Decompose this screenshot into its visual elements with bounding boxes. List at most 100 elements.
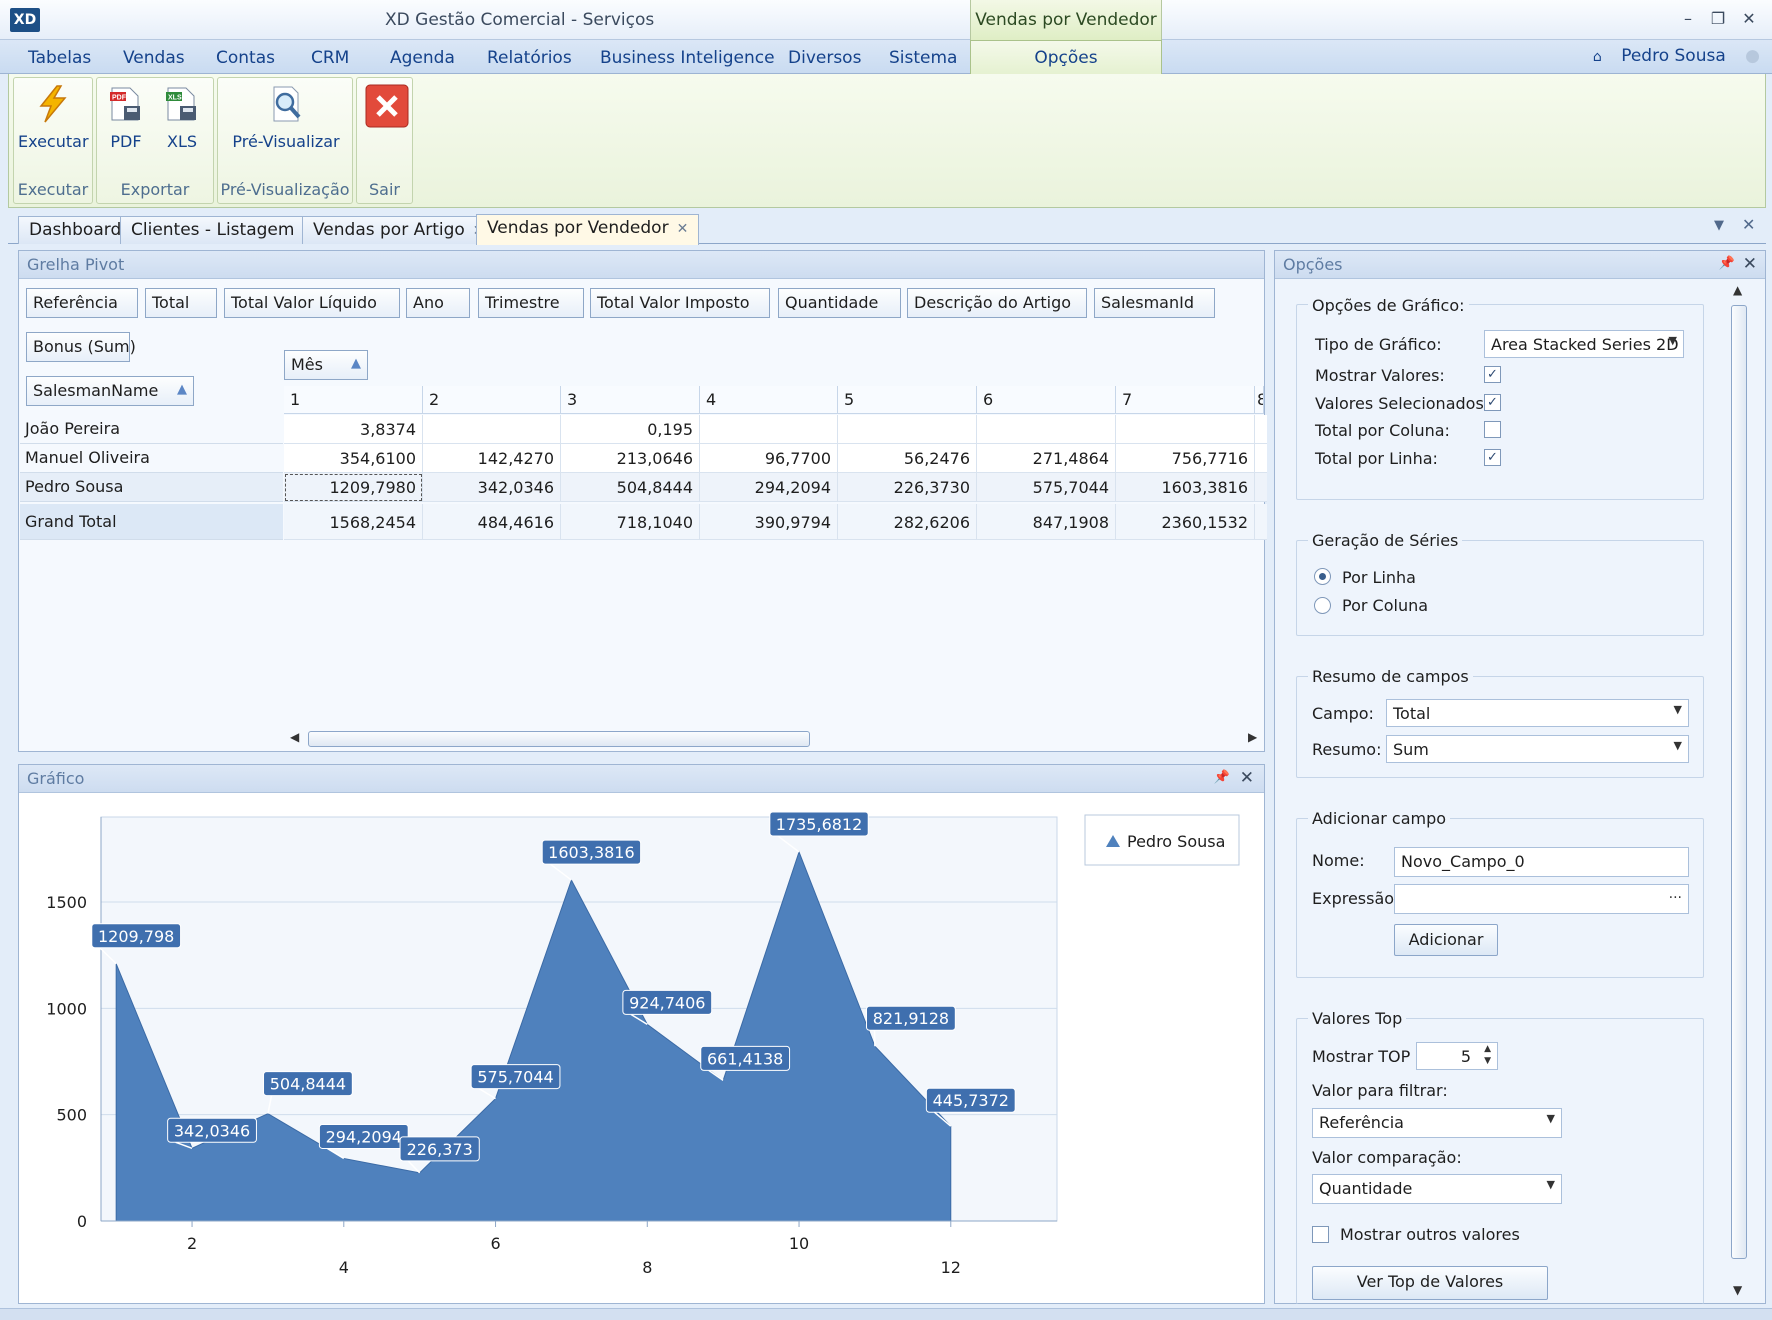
menu-opcoes[interactable]: Opções [970,40,1162,75]
pivot-cell[interactable]: 756,7716 [1116,444,1255,473]
pivot-cell[interactable]: 1603,3816 [1116,473,1255,502]
menu-business-inteligence[interactable]: Business Inteligence [600,48,775,68]
column-field-mes[interactable]: Mês ▲ [284,350,368,380]
expressao-input[interactable]: ··· [1394,884,1689,914]
pivot-cell[interactable]: 1209,7980 [284,473,423,502]
restore-icon[interactable]: ❐ [1710,9,1726,28]
total-por-coluna-checkbox[interactable] [1484,421,1501,438]
tab-vendas-por-artigo[interactable]: Vendas por Artigo✕ [302,216,496,244]
menu-vendas[interactable]: Vendas [123,48,185,68]
por-linha-radio[interactable] [1314,568,1331,585]
pivot-cell[interactable]: 354,6100 [284,444,423,473]
por-coluna-radio[interactable] [1314,597,1331,614]
total-por-linha-checkbox[interactable]: ✓ [1484,449,1501,466]
scrollbar-thumb[interactable] [1731,305,1747,1259]
pivot-cell[interactable]: 3,8374 [284,415,423,444]
row-field-salesmanname[interactable]: SalesmanName ▲ [26,376,194,406]
pivot-cell[interactable]: 504,8444 [561,473,700,502]
menu-relatorios[interactable]: Relatórios [487,48,572,68]
app-logo-icon[interactable]: XD [10,8,40,32]
menu-contas[interactable]: Contas [216,48,275,68]
menu-diversos[interactable]: Diversos [788,48,862,68]
data-field-bonus-sum[interactable]: Bonus (Sum) [26,332,136,362]
tab-clientes-listagem[interactable]: Clientes - Listagem✕ [120,216,326,244]
horizontal-scrollbar[interactable]: ◀ ▶ [290,730,1258,748]
row-header[interactable]: João Pereira [20,415,283,444]
pivot-cell[interactable]: 0,195 [561,415,700,444]
pivot-cell[interactable]: 294,2094 [700,473,838,502]
pivot-cell[interactable]: 342,0346 [423,473,561,502]
pivot-cell[interactable]: 2360,1532 [1116,504,1255,540]
collapse-ribbon-icon[interactable]: ⌂ [1592,49,1602,65]
pivot-cell[interactable]: 96,7700 [700,444,838,473]
field-total-valor-imposto[interactable]: Total Valor Imposto [590,288,770,318]
scroll-left-icon[interactable]: ◀ [290,730,300,744]
area-chart[interactable]: 0 500 1000 1500 2 6 10 4 8 12 1209,798 342,0346 504,… [19,793,1264,1303]
minimize-icon[interactable]: – [1684,9,1692,28]
nome-input[interactable]: Novo_Campo_0 [1394,847,1689,877]
pivot-cell[interactable]: 575,7044 [977,473,1116,502]
column-header[interactable]: 7 [1116,386,1255,414]
row-header[interactable]: Manuel Oliveira [20,444,283,473]
close-panel-icon[interactable]: ✕ [1239,768,1254,788]
row-header[interactable]: Pedro Sousa [20,473,283,502]
pivot-cell[interactable]: 142,4270 [423,444,561,473]
grand-total-row-header[interactable]: Grand Total [20,504,283,540]
column-header[interactable]: 5 [838,386,977,414]
mostrar-outros-valores-checkbox[interactable] [1312,1226,1329,1243]
field-quantidade[interactable]: Quantidade [778,288,901,318]
tab-dashboard[interactable]: Dashboard [18,216,133,244]
user-area[interactable]: ⌂ Pedro Sousa ● [1593,46,1760,66]
scroll-right-icon[interactable]: ▶ [1248,730,1258,744]
pivot-cell[interactable]: 484,4616 [423,504,561,540]
pivot-cell[interactable] [700,415,838,444]
menu-sistema[interactable]: Sistema [889,48,958,68]
close-all-tabs-icon[interactable]: ✕ [1742,215,1756,234]
column-header[interactable]: 8 [1255,386,1264,414]
pin-icon[interactable]: 📌 [1718,256,1735,271]
scroll-up-icon[interactable]: ▲ [1733,283,1743,297]
pivot-cell[interactable]: 1568,2454 [284,504,423,540]
close-panel-icon[interactable]: ✕ [1742,254,1757,274]
field-descricao-do-artigo[interactable]: Descrição do Artigo [907,288,1087,318]
column-header[interactable]: 6 [977,386,1116,414]
field-total-valor-liquido[interactable]: Total Valor Líquido [224,288,400,318]
pivot-cell[interactable] [1116,415,1255,444]
column-header[interactable]: 3 [561,386,700,414]
pivot-cell[interactable]: 56,2476 [838,444,977,473]
filtrar-select[interactable]: Referência ▼ [1312,1108,1562,1138]
menu-crm[interactable]: CRM [311,48,350,68]
pivot-cell[interactable]: 390,9794 [700,504,838,540]
pivot-cell[interactable]: 213,0646 [561,444,700,473]
scrollbar-thumb[interactable] [308,731,810,747]
valores-selecionados-checkbox[interactable]: ✓ [1484,394,1501,411]
comparacao-select[interactable]: Quantidade ▼ [1312,1174,1562,1204]
xls-button[interactable]: XLS XLS [157,84,207,151]
pivot-cell[interactable] [838,415,977,444]
pre-visualizar-button[interactable]: Pré-Visualizar [224,84,348,151]
field-total[interactable]: Total [145,288,217,318]
resumo-select[interactable]: Sum ▼ [1386,735,1689,763]
user-avatar-icon[interactable]: ● [1745,46,1760,66]
field-referencia[interactable]: Referência [26,288,138,318]
column-header[interactable]: 1 [284,386,423,414]
pivot-cell[interactable]: 282,6206 [838,504,977,540]
mostrar-top-spinner[interactable]: 5 ▲ ▼ [1416,1042,1498,1070]
sort-asc-icon[interactable]: ▲ [351,356,361,371]
pivot-cell[interactable] [423,415,561,444]
pivot-cell[interactable] [977,415,1116,444]
adicionar-button[interactable]: Adicionar [1394,924,1498,956]
close-window-icon[interactable]: ✕ [1742,9,1756,28]
options-vertical-scrollbar[interactable]: ▲ ▼ [1729,283,1749,1301]
field-trimestre[interactable]: Trimestre [478,288,584,318]
sort-asc-icon[interactable]: ▲ [177,382,187,397]
menu-tabelas[interactable]: Tabelas [28,48,92,68]
sair-button[interactable] [361,84,408,132]
campo-select[interactable]: Total ▼ [1386,699,1689,727]
spinner-arrows-icon[interactable]: ▲ ▼ [1484,1044,1491,1066]
pdf-button[interactable]: PDF PDF [101,84,151,151]
pivot-cell[interactable]: 847,1908 [977,504,1116,540]
pivot-cell[interactable]: 271,4864 [977,444,1116,473]
menu-agenda[interactable]: Agenda [390,48,455,68]
mostrar-valores-checkbox[interactable]: ✓ [1484,366,1501,383]
